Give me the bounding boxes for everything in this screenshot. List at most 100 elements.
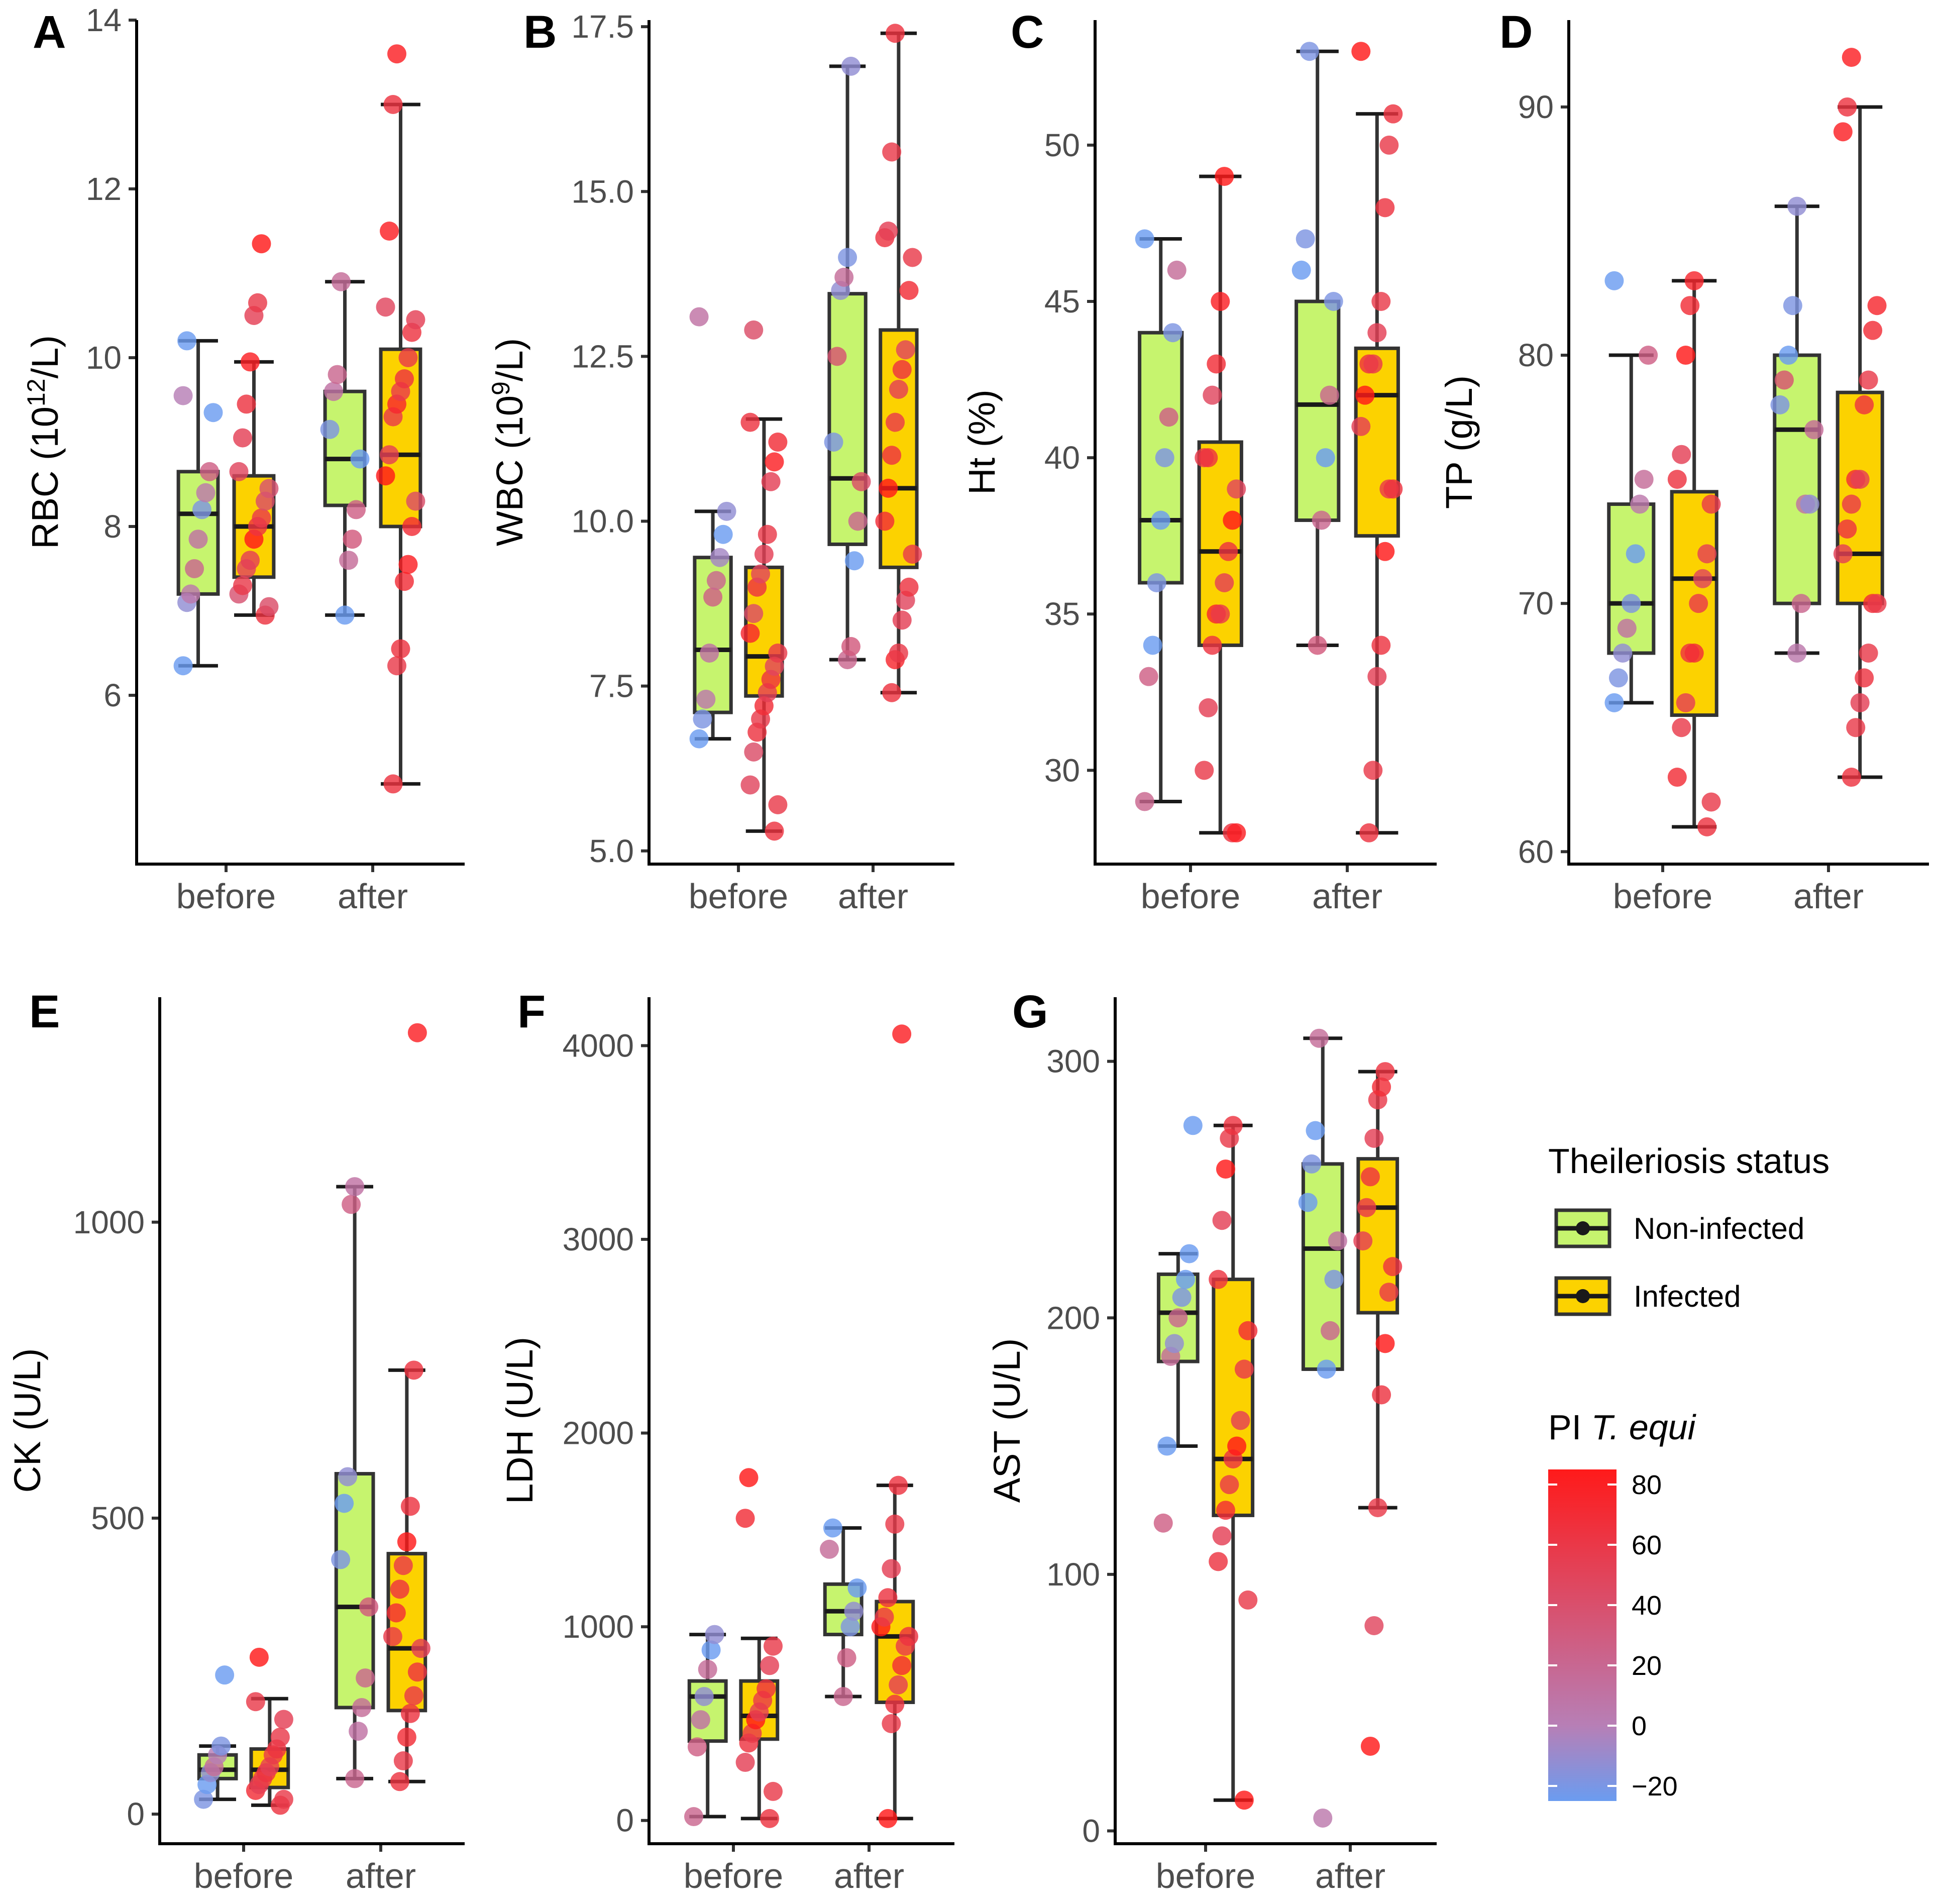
data-point [1372,1385,1391,1405]
data-point [882,1559,901,1578]
colorbar-tick-label: 60 [1632,1530,1662,1560]
y-axis-label: RBC (1012/L) [22,335,66,549]
data-point [1215,573,1234,592]
data-point [397,1532,416,1552]
y-tick-label: 3000 [563,1221,634,1257]
colorbar-tick-label: 20 [1632,1651,1662,1681]
legend: Theileriosis status Non-infected Infecte… [1548,1141,1829,1802]
y-tick-label: 2000 [563,1415,634,1451]
data-point [1357,1198,1376,1217]
data-point [400,1497,420,1516]
data-point [687,1737,707,1757]
x-tick-label: after [1315,1856,1385,1895]
data-point [1212,1211,1232,1230]
x-tick-label: after [338,877,408,916]
data-point [386,1603,406,1623]
data-point [380,445,399,465]
data-point [1215,167,1234,186]
y-tick-label: 8 [103,508,122,545]
data-point [274,1710,293,1729]
boxplot-infected-before [1195,167,1246,842]
data-point [1317,1359,1336,1379]
y-tick-label: 12 [86,171,122,207]
data-point [1608,668,1628,688]
y-tick-label: 30 [1044,752,1080,788]
data-point [1147,573,1166,592]
data-point [744,604,764,623]
x-tick-label: before [1141,877,1240,916]
data-point [394,572,414,591]
data-point [892,360,912,379]
data-point [1231,1411,1250,1430]
data-point [833,1686,853,1706]
boxplot-infected-before [1667,271,1721,836]
data-point [691,1710,710,1730]
data-point [1135,229,1154,249]
data-point [1383,1257,1403,1277]
data-point [1367,667,1387,686]
y-axis-label-main: CK (U/L) [7,1348,48,1493]
x-tick-label: before [684,1856,783,1895]
boxplot-infected-after [1833,48,1887,787]
y-tick-label: 300 [1046,1043,1100,1080]
y-tick-label: 5.0 [589,833,634,869]
data-point [1622,594,1641,613]
data-point [400,1704,420,1723]
y-tick-label: 6 [103,677,122,713]
data-point [1383,104,1403,124]
iqr-box [1295,299,1341,522]
data-point [380,222,399,241]
data-point [1613,644,1633,663]
data-point [899,281,919,300]
panel-d: D TP (g/L) 60 70 80 90 before after [1438,7,1929,916]
data-point [1353,1231,1373,1251]
data-point [229,462,249,481]
data-point [827,347,847,366]
data-point [1604,693,1624,712]
data-point [259,597,279,616]
data-point [1684,271,1704,290]
data-point [834,267,854,287]
x-tick-label: after [1793,877,1864,916]
data-point [1291,260,1311,280]
x-tick-label: before [1156,1856,1255,1895]
y-tick-label: 200 [1046,1300,1100,1336]
data-point [393,1556,413,1575]
data-point [1859,370,1878,390]
data-point [1701,792,1721,812]
x-tick-label: after [1312,877,1382,916]
y-tick-label: 10 [86,340,122,376]
data-point [903,545,922,564]
data-point [1770,395,1790,414]
y-tick-label: 1000 [73,1204,145,1240]
panel-b: B WBC (109/L) 5.0 7.5 10.0 12.5 15.0 17.5 before… [487,7,954,916]
data-point [764,1636,783,1656]
panel-label: A [33,7,66,58]
y-tick-label: 35 [1044,596,1080,632]
data-point [851,472,871,491]
data-point [402,517,421,536]
y-axis-label-main: AST (U/L) [986,1338,1028,1503]
boxplot-infected-before [229,234,279,625]
boxplot-infected-after [875,24,922,702]
data-point [735,1509,755,1528]
legend-pi-title-prefix: PI [1548,1408,1591,1447]
data-point [1604,271,1624,290]
legend-label-non-infected: Non-infected [1634,1212,1804,1245]
y-axis-label: LDH (U/L) [499,1337,541,1504]
y-tick-label: 80 [1518,337,1554,373]
data-point [889,644,908,663]
data-point [1351,42,1371,61]
data-point [841,637,860,656]
panel-label: B [523,7,557,58]
data-point [1667,768,1687,787]
data-point [823,1518,842,1538]
data-point [411,1639,430,1658]
data-point [346,500,366,519]
data-point [758,524,777,544]
data-point [882,683,902,702]
data-point [1791,594,1811,613]
panel-c: C Ht (%) 30 35 40 45 50 before after [961,7,1437,916]
data-point [237,394,256,414]
data-point [889,1675,908,1695]
